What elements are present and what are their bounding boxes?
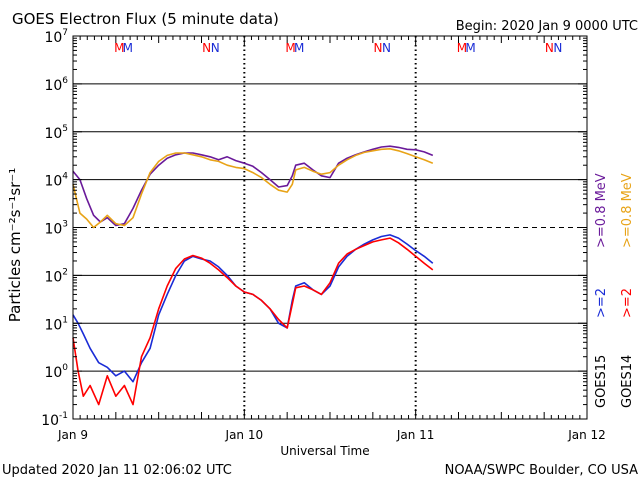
y-tick-label: 101 [44, 315, 68, 333]
y-tick-label: 105 [44, 124, 68, 142]
begin-time: Begin: 2020 Jan 9 0000 UTC [456, 19, 638, 34]
marker-m: M [114, 41, 124, 55]
marker-n: N [373, 41, 382, 55]
marker-m: M [123, 41, 133, 55]
right-legend: GOES15 GOES14 >=2 >=2 >=0.8 MeV >=0.8 MeV [594, 173, 635, 408]
x-axis-label: Universal Time [280, 444, 369, 458]
y-tick-label: 107 [44, 28, 68, 46]
x-tick-label: Jan 9 [57, 428, 88, 442]
marker-n: N [211, 41, 220, 55]
chart-title: GOES Electron Flux (5 minute data) [12, 10, 279, 28]
credit-text: NOAA/SWPC Boulder, CO USA [445, 463, 638, 478]
updated-time: Updated 2020 Jan 11 02:06:02 UTC [2, 463, 232, 478]
axes: 10-1 100 101 102 103 104 105 106 107 Jan 9 Jan 10 J… [41, 28, 606, 442]
y-tick-label: 100 [44, 363, 68, 381]
marker-n: N [382, 41, 391, 55]
y-tick-label: 104 [44, 172, 68, 190]
goes14-2mev-label: >=2 [620, 288, 635, 318]
goes14-08mev-label: >=0.8 MeV [620, 173, 635, 248]
y-tick-label: 106 [44, 76, 68, 94]
grid [73, 36, 587, 419]
y-tick-label: 10-1 [41, 411, 68, 429]
goes15-2mev-label: >=2 [594, 288, 609, 318]
series-goes15-0-8-mev [72, 145, 434, 227]
series-lines [72, 145, 434, 406]
goes14-label: GOES14 [620, 355, 635, 408]
x-tick-label: Jan 12 [567, 428, 606, 442]
series-goes14-0-8-mev [72, 148, 434, 229]
goes15-label: GOES15 [594, 355, 609, 408]
marker-n: N [202, 41, 211, 55]
marker-n: N [553, 41, 562, 55]
marker-m: M [285, 41, 295, 55]
marker-m: M [457, 41, 467, 55]
marker-m: M [465, 41, 475, 55]
orbit-markers: MM N N MM N N MM N N [114, 41, 562, 55]
goes15-08mev-label: >=0.8 MeV [594, 173, 609, 248]
x-tick-label: Jan 11 [396, 428, 435, 442]
x-tick-label: Jan 10 [225, 428, 264, 442]
series-goes15-2-mev [72, 234, 434, 383]
marker-n: N [545, 41, 554, 55]
y-tick-label: 103 [44, 220, 68, 238]
series-goes14-2-mev [72, 237, 434, 406]
y-axis-label: Particles cm⁻²s⁻¹sr⁻¹ [6, 168, 24, 322]
marker-m: M [294, 41, 304, 55]
y-tick-label: 102 [44, 267, 68, 285]
